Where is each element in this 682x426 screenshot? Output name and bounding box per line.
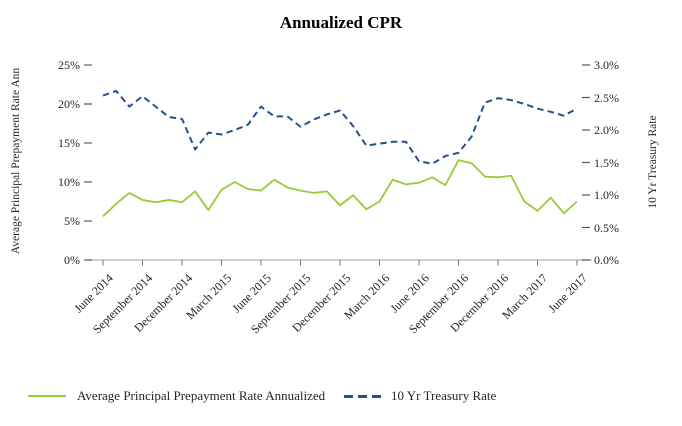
legend-dash-sample-treasury — [344, 395, 384, 398]
left-axis-tick-label: 10% — [58, 175, 80, 189]
prepayment-rate-line — [102, 159, 578, 217]
left-axis-tick-label: 0% — [64, 253, 80, 267]
legend-line-sample-prepayment — [28, 395, 66, 397]
right-axis-tick-label: 3.0% — [594, 58, 619, 72]
right-axis-tick-label: 2.0% — [594, 123, 619, 137]
right-axis-tick-label: 2.5% — [594, 90, 619, 105]
left-axis-tick-label: 15% — [58, 136, 80, 150]
right-axis-tick-label: 1.0% — [594, 188, 619, 202]
left-axis-tick-label: 25% — [58, 58, 80, 72]
treasury-rate-line — [102, 90, 578, 165]
left-axis-tick-label: 20% — [58, 97, 80, 111]
legend-label-treasury: 10 Yr Treasury Rate — [391, 388, 497, 403]
right-axis-tick-label: 0.0% — [594, 253, 619, 267]
right-axis-tick-label: 0.5% — [594, 220, 619, 235]
legend-label-prepayment: Average Principal Prepayment Rate Annual… — [77, 388, 326, 403]
chart-title: Annualized CPR — [279, 13, 403, 32]
left-axis-tick-label: 5% — [64, 214, 80, 228]
right-axis-tick-label: 1.5% — [594, 155, 619, 170]
